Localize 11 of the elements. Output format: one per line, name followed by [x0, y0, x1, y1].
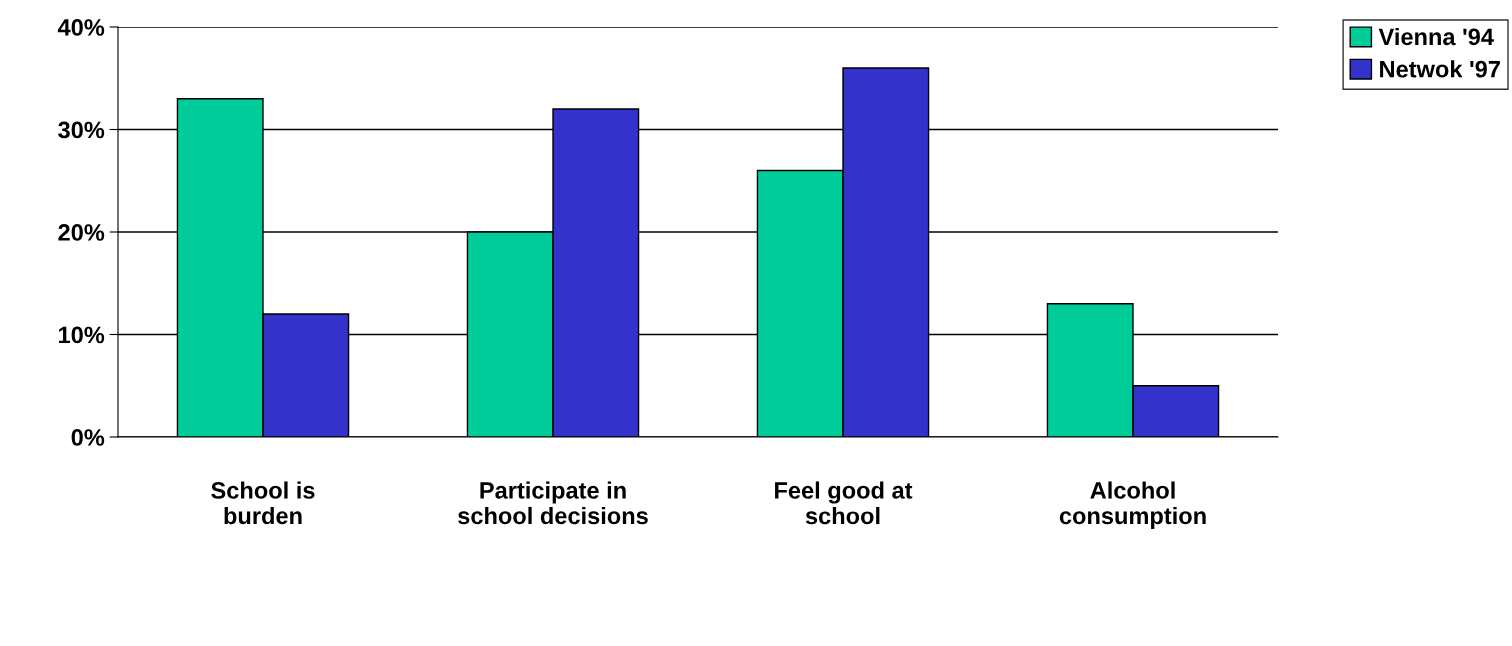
legend-label: Vienna '94: [1378, 27, 1494, 46]
x-tick-label: Feel good at school: [775, 481, 913, 525]
x-tick-label: Participate in school decisions: [458, 481, 648, 525]
y-tick-label: 0%: [71, 429, 105, 446]
y-tick-label: 40%: [57, 19, 105, 36]
legend-label: Netwok '97: [1380, 60, 1500, 78]
y-tick-label: 20%: [58, 224, 105, 241]
y-tick-label: 30%: [58, 121, 105, 139]
x-tick-label: School is burden: [211, 481, 315, 525]
y-tick-label: 10%: [59, 326, 105, 344]
x-tick-label: Alcohol consumption: [1059, 481, 1206, 529]
